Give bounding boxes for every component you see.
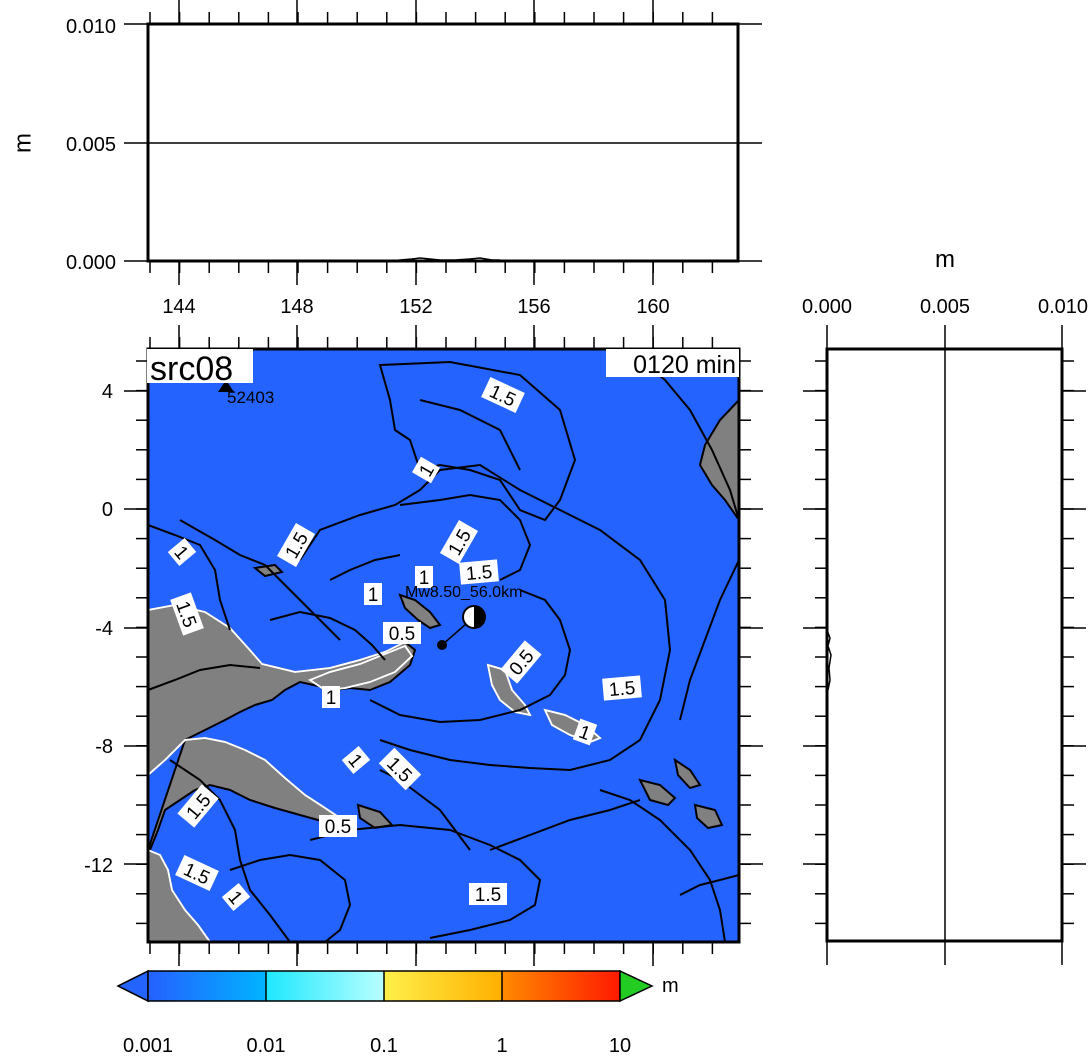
colorbar-tick-label: 1 <box>496 1035 507 1057</box>
right-x-tick-label: 0.005 <box>920 296 970 318</box>
top-y-tick-label: 0.000 <box>66 252 116 274</box>
colorbar-segment <box>148 971 266 1001</box>
colorbar-low-arrow <box>116 969 149 1003</box>
colorbar: m 0.001 0.01 0.1 1 10 <box>116 969 679 1057</box>
lat-tick-label: -4 <box>95 618 113 640</box>
colorbar-segment <box>502 971 620 1001</box>
contour-18 <box>489 799 641 851</box>
lon-tick-label: 144 <box>162 296 195 318</box>
small-island-a <box>638 778 677 807</box>
small-island-b <box>673 757 702 790</box>
contour-11 <box>148 663 261 691</box>
contour-label: 1.5 <box>459 559 499 585</box>
right-y-tick-marks <box>803 360 1086 925</box>
lon-tick-label: 156 <box>517 296 550 318</box>
focal-mechanism-icon <box>462 605 486 629</box>
contour-7 <box>419 399 521 471</box>
contour-label-text: 1.5 <box>475 885 501 906</box>
contour-16 <box>329 554 401 581</box>
contour-label: 1 <box>341 746 371 774</box>
colorbar-unit: m <box>662 975 679 997</box>
time-label-box <box>606 349 739 377</box>
colorbar-segment <box>266 971 384 1001</box>
right-x-tick-label: 0.000 <box>802 296 852 318</box>
top-waveform <box>389 257 500 262</box>
contour-label: 0.5 <box>383 622 421 645</box>
lon-tick-label: 148 <box>280 296 313 318</box>
new-ireland <box>398 593 442 630</box>
contour-lines <box>148 359 739 942</box>
top-y-tick-label: 0.005 <box>66 134 116 156</box>
contour-label: 1 <box>167 538 197 566</box>
right-waveform <box>826 629 832 691</box>
contour-label: 1.5 <box>469 883 507 906</box>
contour-3 <box>148 524 231 631</box>
top-waveform-panel: 0.010 0.005 0.000 m 144 148 152 156 160 <box>9 0 762 318</box>
small-island-c <box>693 803 724 830</box>
colorbar-segment <box>384 971 502 1001</box>
top-y-tick-label: 0.010 <box>66 16 116 38</box>
contour-label-text: 1.5 <box>608 678 636 701</box>
contour-label: 1 <box>415 566 433 589</box>
colorbar-tick-label: 0.001 <box>123 1035 173 1057</box>
contour-19 <box>679 874 739 896</box>
contour-label-text: 1.5 <box>465 562 493 585</box>
contour-1 <box>378 360 577 522</box>
colorbar-tick-label: 0.1 <box>370 1035 398 1057</box>
map-frame <box>146 347 741 944</box>
map-tick-marks <box>124 325 763 966</box>
contour-9 <box>309 823 542 939</box>
source-label: src08 <box>150 350 233 388</box>
colorbar-tick-label: 10 <box>609 1035 631 1057</box>
contour-label-text: 1 <box>326 688 337 709</box>
contour-12 <box>169 759 291 942</box>
lon-tick-label: 152 <box>399 296 432 318</box>
contour-5 <box>269 610 386 661</box>
map-panel: 1.511.5 1.511.51 1.510.50.51.51111.51.50.5… <box>84 325 763 966</box>
contour-label: 1.5 <box>602 675 642 701</box>
contour-8 <box>229 853 352 942</box>
right-x-tick-label: 0.010 <box>1038 296 1088 318</box>
lon-tick-label: 160 <box>636 296 669 318</box>
contour-4 <box>179 519 341 641</box>
colorbar-tick-label: 0.01 <box>247 1035 286 1057</box>
station-triangle-icon <box>218 380 234 392</box>
colorbar-high-arrow <box>619 969 654 1003</box>
lat-tick-label: 0 <box>102 499 113 521</box>
contour-label: 1 <box>572 718 598 746</box>
contour-labels: 1.511.5 1.511.51 1.510.50.51.51111.51.50.5… <box>167 377 642 911</box>
contour-2 <box>299 463 672 772</box>
right-x-axis-label: m <box>935 246 955 273</box>
source-label-box <box>147 349 253 383</box>
contour-10 <box>599 789 726 942</box>
contour-label-text: 0.5 <box>389 624 415 645</box>
top-x-tick-marks <box>149 0 714 285</box>
station-label: 52403 <box>227 388 274 407</box>
contour-label: 1 <box>364 583 382 606</box>
right-waveform-panel: m 0.000 0.005 0.010 <box>802 246 1088 965</box>
small-island-e <box>252 563 284 578</box>
epicenter-dot <box>437 640 447 650</box>
contour-6 <box>369 589 572 724</box>
contour-label: 1 <box>322 686 340 709</box>
contour-label: 0.5 <box>319 815 357 838</box>
lat-tick-label: -12 <box>84 855 113 877</box>
contour-15 <box>399 493 532 581</box>
contour-14 <box>679 559 739 721</box>
contour-label: 1 <box>411 456 441 484</box>
lat-tick-label: -8 <box>95 736 113 758</box>
contour-label-text: 1 <box>368 585 379 606</box>
time-label: 0120 min <box>633 351 736 379</box>
contour-label-text: 0.5 <box>325 817 351 838</box>
epicenter-label: Mw8.50_56.0km <box>405 584 522 601</box>
lat-tick-label: 4 <box>102 381 113 403</box>
contour-label: 1 <box>221 883 251 911</box>
top-y-axis-label: m <box>9 133 36 153</box>
contour-label-text: 1 <box>419 568 430 589</box>
